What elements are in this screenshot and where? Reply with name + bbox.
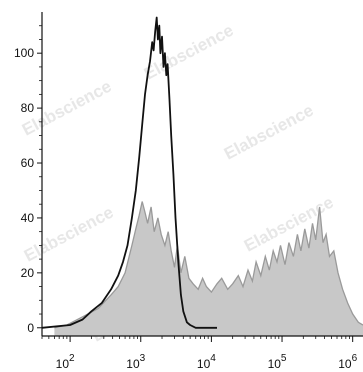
- y-tick-label: 60: [21, 156, 35, 170]
- watermark-text: Elabscience: [221, 101, 317, 164]
- x-tick-label: 106: [338, 353, 357, 371]
- y-tick-label: 40: [21, 211, 35, 225]
- x-ticks: 102 103 104 105 106: [41, 336, 358, 371]
- y-tick-label: 0: [27, 321, 34, 335]
- axes-layer: [41, 12, 363, 337]
- x-tick-label: 105: [268, 353, 287, 371]
- y-tick-label: 20: [21, 266, 35, 280]
- y-tick-label: 80: [21, 101, 35, 115]
- watermark-text: Elabscience: [21, 203, 117, 266]
- y-ticks: 0 20 40 60 80 100: [14, 25, 42, 335]
- line-histogram-series: [41, 16, 217, 329]
- y-tick-label: 100: [14, 46, 34, 60]
- x-tick-label: 102: [56, 353, 75, 371]
- filled-histogram-outline: [54, 201, 363, 329]
- x-tick-label: 103: [126, 353, 145, 371]
- series-layer: [41, 16, 363, 336]
- filled-histogram-area: [54, 201, 363, 336]
- x-tick-label: 104: [197, 353, 216, 371]
